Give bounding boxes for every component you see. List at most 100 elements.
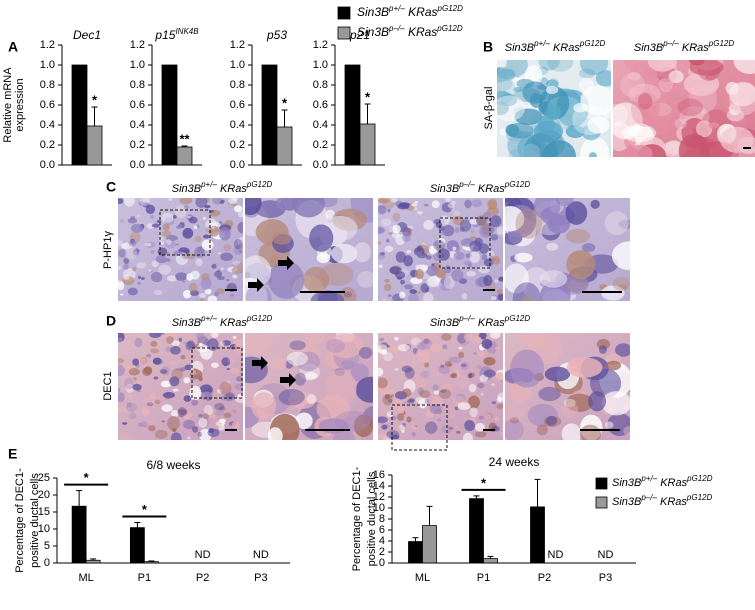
cell [118, 280, 125, 288]
cell [183, 341, 188, 345]
cell [403, 401, 408, 404]
cell [474, 278, 483, 287]
cell [182, 280, 186, 283]
cell [378, 264, 383, 269]
cell [440, 277, 451, 286]
cell [472, 336, 482, 344]
bar [408, 541, 423, 564]
legend-label-part: Sin3B [357, 25, 389, 39]
cell [395, 234, 406, 246]
bar [261, 64, 278, 166]
cell [563, 398, 576, 407]
legend-label-part: p+/– [640, 474, 657, 483]
significance: * [92, 92, 98, 107]
cell [580, 85, 611, 116]
cell [230, 294, 234, 297]
significance: * [84, 470, 90, 485]
cell [566, 250, 596, 280]
cell [450, 373, 457, 379]
bar [86, 125, 103, 166]
cell [454, 226, 460, 233]
y-axis-label: Percentage of DEC1- [14, 468, 26, 573]
cell [142, 202, 150, 208]
column-label-part: KRas [679, 42, 709, 54]
cell [436, 245, 442, 249]
cell [245, 285, 255, 299]
cell [437, 418, 442, 422]
cell [612, 276, 630, 291]
cell [136, 214, 140, 218]
cell [728, 81, 755, 107]
cell [118, 388, 121, 392]
cell [430, 367, 437, 372]
y-tick-label: 0.8 [313, 79, 328, 91]
cell [448, 426, 454, 430]
cell [391, 397, 402, 409]
arrow [252, 356, 268, 370]
bar [469, 498, 484, 564]
texture [378, 198, 503, 301]
cell [195, 258, 203, 267]
cell [325, 369, 357, 407]
cell [123, 257, 130, 265]
y-tick-label: 1.2 [230, 39, 245, 51]
cell [402, 227, 412, 237]
y-tick-label: 0.2 [40, 139, 55, 151]
x-tick-label: P2 [196, 572, 209, 584]
y-tick-label: 0.6 [313, 99, 328, 111]
cell [383, 352, 393, 362]
micrograph [613, 60, 755, 157]
cell [148, 425, 156, 432]
cell [118, 239, 123, 247]
cell [545, 415, 558, 426]
cell [230, 367, 240, 375]
cell [334, 368, 345, 377]
cell [219, 227, 231, 241]
cell [390, 344, 399, 353]
cell [226, 368, 230, 370]
texture [245, 198, 373, 301]
cell [268, 260, 305, 299]
cell [178, 337, 183, 342]
significance: * [142, 502, 148, 517]
column-label: Sin3Bp+/– KRaspG12D [505, 39, 606, 54]
cell [530, 112, 561, 144]
cell [161, 212, 174, 223]
cell [223, 363, 228, 367]
cell [449, 413, 455, 419]
legend-label-part: Sin3B [612, 496, 641, 508]
cell [384, 279, 390, 283]
bar [530, 506, 545, 564]
cell [521, 143, 541, 157]
cell [481, 338, 493, 349]
cell [137, 380, 144, 386]
row-label: DEC1 [102, 371, 114, 400]
cell [378, 253, 385, 260]
cell [590, 199, 600, 209]
cell [179, 198, 193, 205]
cell [142, 367, 152, 376]
cell [180, 354, 186, 360]
cell [118, 406, 129, 413]
column-label: Sin3Bp+/– KRaspG12D [172, 180, 273, 195]
cell [411, 431, 416, 437]
cell [152, 357, 162, 365]
cell [424, 421, 438, 434]
cell [160, 333, 165, 335]
cell [506, 122, 534, 139]
cell [485, 413, 492, 420]
cell [505, 419, 524, 440]
cell [331, 243, 358, 264]
cell [415, 264, 421, 270]
column-label-part: Sin3B [634, 42, 663, 54]
value-label: ND [548, 549, 564, 561]
cell [402, 233, 411, 242]
cell [353, 242, 371, 263]
cell [154, 429, 168, 439]
cell [216, 288, 226, 294]
cell [146, 419, 153, 427]
cell [150, 249, 155, 254]
panel-letter: A [8, 39, 18, 55]
y-tick-label: 0 [44, 557, 50, 569]
cell [416, 341, 426, 351]
